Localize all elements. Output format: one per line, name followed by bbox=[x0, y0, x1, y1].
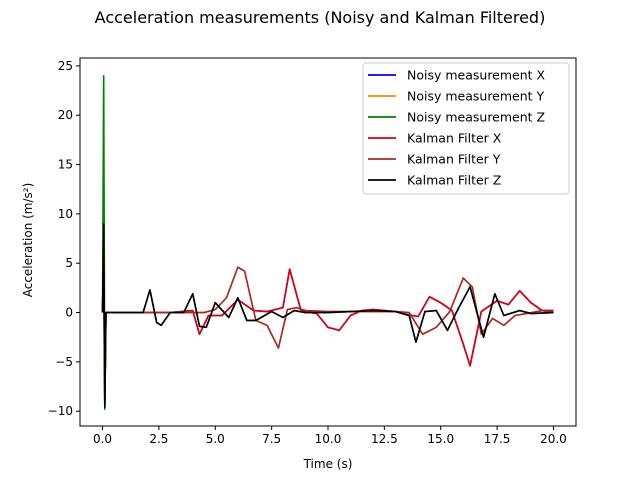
y-tick-label: 10 bbox=[58, 207, 73, 221]
y-tick-label: 20 bbox=[58, 108, 73, 122]
x-tick-label: 10.0 bbox=[315, 432, 342, 446]
legend-label: Kalman Filter Z bbox=[407, 173, 501, 188]
series-line-6 bbox=[101, 222, 554, 409]
x-tick-label: 0.0 bbox=[93, 432, 112, 446]
y-tick-label: 0 bbox=[65, 306, 73, 320]
y-tick-label: 5 bbox=[65, 256, 73, 270]
y-tick-label: 15 bbox=[58, 158, 73, 172]
legend-label: Kalman Filter X bbox=[407, 131, 502, 146]
x-axis: 0.0 2.5 5.0 7.5 10.0 12.5 15.0 17.5 20.0 bbox=[93, 426, 567, 446]
y-tick-label: −10 bbox=[48, 404, 73, 418]
x-tick-label: 2.5 bbox=[149, 432, 168, 446]
legend-box bbox=[362, 62, 570, 195]
legend: Noisy measurement X Noisy measurement Y No… bbox=[362, 62, 570, 195]
series-line-4 bbox=[101, 237, 554, 406]
legend-label: Noisy measurement X bbox=[407, 68, 546, 83]
legend-label: Noisy measurement Y bbox=[407, 89, 545, 104]
legend-label: Noisy measurement Z bbox=[407, 110, 545, 125]
chart-title: Acceleration measurements (Noisy and Kal… bbox=[95, 8, 546, 27]
x-tick-label: 7.5 bbox=[262, 432, 281, 446]
legend-label: Kalman Filter Y bbox=[407, 152, 501, 167]
x-tick-label: 12.5 bbox=[371, 432, 398, 446]
series-layer bbox=[101, 74, 554, 411]
x-tick-label: 15.0 bbox=[427, 432, 454, 446]
y-tick-label: 25 bbox=[58, 59, 73, 73]
series-line-5 bbox=[101, 266, 554, 403]
x-tick-label: 17.5 bbox=[484, 432, 511, 446]
y-axis: −10 −5 0 5 10 15 20 25 bbox=[48, 59, 80, 418]
x-axis-label: Time (s) bbox=[303, 457, 353, 471]
y-axis-label: Acceleration (m/s²) bbox=[21, 183, 35, 298]
x-tick-label: 20.0 bbox=[540, 432, 567, 446]
y-tick-label: −5 bbox=[55, 355, 73, 369]
series-line-2 bbox=[101, 266, 554, 403]
series-line-1 bbox=[101, 232, 554, 408]
x-tick-label: 5.0 bbox=[206, 432, 225, 446]
